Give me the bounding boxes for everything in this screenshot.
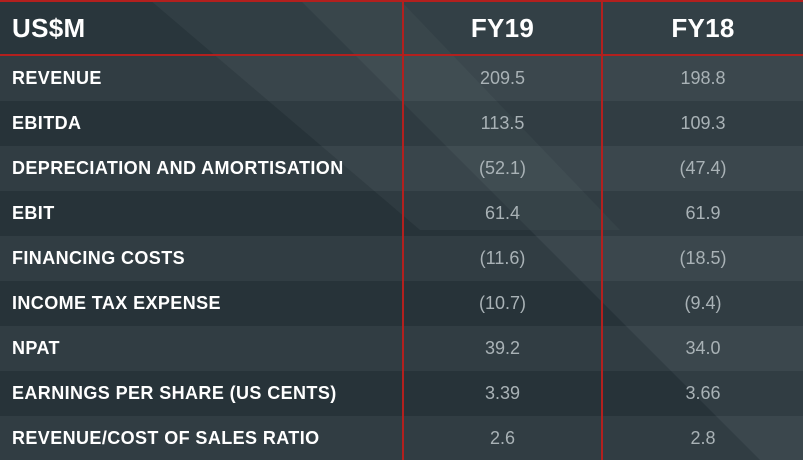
table-row: NPAT 39.2 34.0 bbox=[0, 326, 803, 371]
value-fy18: (47.4) bbox=[679, 158, 727, 178]
value-fy18: 3.66 bbox=[685, 383, 721, 403]
table-row: EARNINGS PER SHARE (US CENTS) 3.39 3.66 bbox=[0, 371, 803, 416]
value-fy18: (18.5) bbox=[679, 248, 727, 268]
table-row: EBITDA 113.5 109.3 bbox=[0, 101, 803, 146]
row-label: FINANCING COSTS bbox=[0, 236, 404, 281]
table-row: REVENUE/COST OF SALES RATIO 2.6 2.8 bbox=[0, 416, 803, 460]
value-fy19: 39.2 bbox=[403, 326, 603, 371]
row-label: REVENUE/COST OF SALES RATIO bbox=[0, 416, 404, 460]
value-fy19: 113.5 bbox=[403, 101, 603, 146]
value-fy19: (11.6) bbox=[403, 236, 603, 281]
value-fy18: 34.0 bbox=[685, 338, 721, 358]
table-row: FINANCING COSTS (11.6) (18.5) bbox=[0, 236, 803, 281]
header-fy19: FY19 bbox=[403, 1, 603, 55]
row-label: EBITDA bbox=[0, 101, 404, 146]
table-row: INCOME TAX EXPENSE (10.7) (9.4) bbox=[0, 281, 803, 326]
row-label: DEPRECIATION AND AMORTISATION bbox=[0, 146, 404, 191]
value-fy19: (10.7) bbox=[403, 281, 603, 326]
value-fy18: (9.4) bbox=[684, 293, 722, 313]
header-currency-label: US$M bbox=[0, 1, 404, 55]
row-label: EBIT bbox=[0, 191, 404, 236]
row-label: REVENUE bbox=[0, 55, 404, 101]
row-label: EARNINGS PER SHARE (US CENTS) bbox=[0, 371, 404, 416]
header-fy18: FY18 bbox=[671, 12, 735, 43]
table-row: EBIT 61.4 61.9 bbox=[0, 191, 803, 236]
value-fy18: 109.3 bbox=[680, 113, 726, 133]
value-fy18: 61.9 bbox=[685, 203, 721, 223]
row-label: INCOME TAX EXPENSE bbox=[0, 281, 404, 326]
value-fy19: (52.1) bbox=[403, 146, 603, 191]
table-header-row: US$M FY19 FY18 bbox=[0, 1, 803, 55]
table-row: DEPRECIATION AND AMORTISATION (52.1) (47… bbox=[0, 146, 803, 191]
value-fy18: 2.8 bbox=[690, 428, 716, 448]
table-row: REVENUE 209.5 198.8 bbox=[0, 55, 803, 101]
value-fy18: 198.8 bbox=[680, 68, 726, 88]
value-fy19: 3.39 bbox=[403, 371, 603, 416]
value-fy19: 61.4 bbox=[403, 191, 603, 236]
value-fy19: 2.6 bbox=[403, 416, 603, 460]
row-label: NPAT bbox=[0, 326, 404, 371]
value-fy19: 209.5 bbox=[403, 55, 603, 101]
